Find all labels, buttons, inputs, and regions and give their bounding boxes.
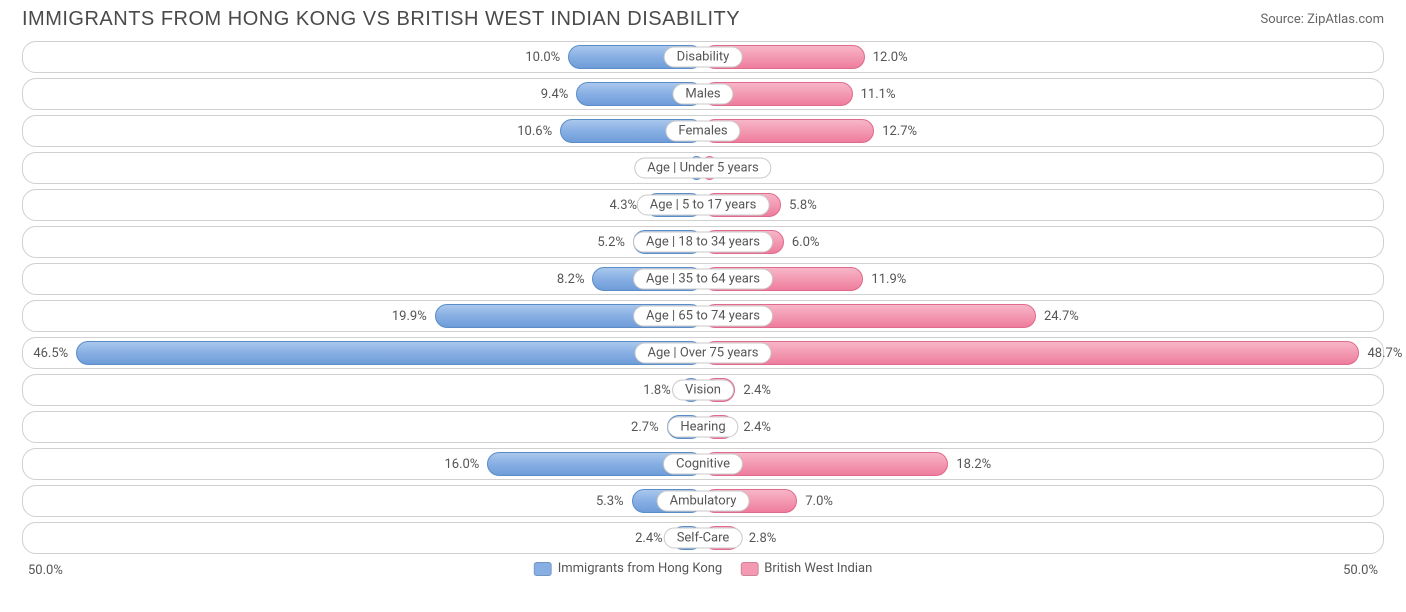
value-left: 5.3% (572, 489, 632, 513)
value-right: 18.2% (948, 452, 1008, 476)
value-left: 10.6% (500, 119, 560, 143)
legend-label-left: Immigrants from Hong Kong (558, 561, 723, 576)
table-row: 10.0% 12.0% Disability (22, 41, 1384, 73)
value-right: 2.8% (741, 526, 801, 550)
value-left: 9.4% (516, 82, 576, 106)
legend: Immigrants from Hong Kong British West I… (534, 561, 873, 576)
value-left: 16.0% (427, 452, 487, 476)
row-label: Age | 35 to 64 years (633, 269, 773, 290)
value-left: 5.2% (573, 230, 633, 254)
row-label: Disability (664, 47, 743, 68)
value-left: 2.4% (611, 526, 671, 550)
row-label: Age | Under 5 years (634, 158, 771, 179)
legend-item-left: Immigrants from Hong Kong (534, 561, 723, 576)
row-label: Age | 18 to 34 years (633, 232, 773, 253)
chart-area: 10.0%12.0%Disability9.4%11.1%Males10.6%1… (0, 35, 1406, 587)
table-row: 1.8% 2.4%Vision (22, 374, 1384, 406)
header: IMMIGRANTS FROM HONG KONG VS BRITISH WES… (0, 0, 1406, 35)
value-right: 12.0% (865, 45, 925, 69)
value-right: 7.0% (797, 489, 857, 513)
legend-label-right: British West Indian (764, 561, 872, 576)
value-right: 12.7% (874, 119, 934, 143)
value-left: 8.2% (532, 267, 592, 291)
table-row: 46.5%48.7%Age | Over 75 years (22, 337, 1384, 369)
swatch-left (534, 562, 552, 576)
scale-left: 50.0% (28, 563, 63, 578)
rows-container: 10.0%12.0%Disability9.4%11.1%Males10.6%1… (22, 41, 1384, 554)
value-left: 2.7% (607, 415, 667, 439)
row-label: Males (672, 84, 733, 105)
row-label: Ambulatory (657, 491, 750, 512)
row-label: Cognitive (663, 454, 743, 475)
swatch-right (740, 562, 758, 576)
chart-footer: 50.0% Immigrants from Hong Kong British … (22, 559, 1384, 587)
table-row: 0.95%0.99%Age | Under 5 years (22, 152, 1384, 184)
chart-title: IMMIGRANTS FROM HONG KONG VS BRITISH WES… (22, 8, 740, 31)
source-label: Source: ZipAtlas.com (1260, 12, 1384, 27)
value-right: 5.8% (781, 193, 841, 217)
row-label: Age | Over 75 years (635, 343, 772, 364)
value-right: 11.9% (863, 267, 923, 291)
table-row: 5.2% 6.0% Age | 18 to 34 years (22, 226, 1384, 258)
value-right: 2.4% (735, 415, 795, 439)
bar-left (76, 341, 703, 365)
row-label: Age | 5 to 17 years (637, 195, 770, 216)
table-row: 16.0% 18.2% Cognitive (22, 448, 1384, 480)
value-right: 48.7% (1359, 341, 1406, 365)
table-row: 2.7% 2.4%Hearing (22, 411, 1384, 443)
value-left: 19.9% (375, 304, 435, 328)
scale-right: 50.0% (1343, 563, 1378, 578)
value-right: 6.0% (784, 230, 844, 254)
table-row: 10.6% 12.7% Females (22, 115, 1384, 147)
value-left: 10.0% (508, 45, 568, 69)
row-label: Self-Care (664, 528, 743, 549)
table-row: 9.4% 11.1% Males (22, 78, 1384, 110)
table-row: 19.9% 24.7% Age | 65 to 74 years (22, 300, 1384, 332)
table-row: 2.4% 2.8%Self-Care (22, 522, 1384, 554)
row-label: Females (665, 121, 740, 142)
bar-right (703, 341, 1359, 365)
legend-item-right: British West Indian (740, 561, 872, 576)
row-label: Age | 65 to 74 years (633, 306, 773, 327)
value-right: 11.1% (853, 82, 913, 106)
row-label: Vision (672, 380, 734, 401)
value-right: 24.7% (1036, 304, 1096, 328)
table-row: 8.2% 11.9% Age | 35 to 64 years (22, 263, 1384, 295)
value-right: 2.4% (735, 378, 795, 402)
row-label: Hearing (667, 417, 738, 438)
table-row: 5.3% 7.0% Ambulatory (22, 485, 1384, 517)
value-left: 46.5% (16, 341, 76, 365)
table-row: 4.3%5.8%Age | 5 to 17 years (22, 189, 1384, 221)
value-left: 1.8% (619, 378, 679, 402)
